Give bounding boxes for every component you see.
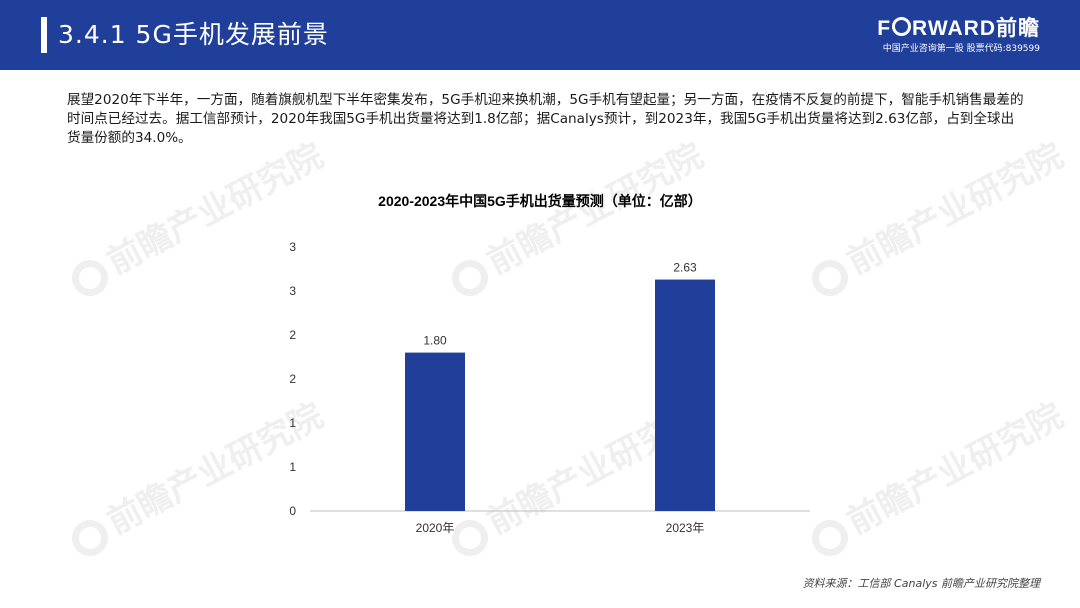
header-accent-bar [41, 17, 47, 53]
y-tick-label: 3 [289, 240, 296, 254]
logo-ring-icon [892, 17, 912, 36]
logo-text-suffix: RWARD前瞻 [912, 17, 1040, 40]
header-bar: 3.4.1 5G手机发展前景 F RWARD前瞻 中国产业咨询第一股 股票代码:8… [0, 0, 1080, 70]
y-tick-label: 2 [289, 328, 296, 342]
logo-text-prefix: F [877, 17, 892, 40]
intro-paragraph: 展望2020年下半年，一方面，随着旗舰机型下半年密集发布，5G手机迎来换机潮，5… [67, 92, 1024, 146]
x-tick-label: 2020年 [416, 521, 455, 535]
y-tick-label: 3 [289, 284, 296, 298]
y-tick-label: 0 [289, 504, 296, 518]
y-tick-label: 1 [289, 416, 296, 430]
bar [655, 279, 715, 511]
y-tick-label: 2 [289, 372, 296, 386]
y-tick-label: 1 [289, 460, 296, 474]
source-note: 资料来源：工信部 Canalys 前瞻产业研究院整理 [802, 577, 1040, 590]
logo-wordmark: F RWARD前瞻 [877, 17, 1040, 41]
forward-logo: F RWARD前瞻 中国产业咨询第一股 股票代码:839599 [877, 17, 1040, 55]
page-title: 3.4.1 5G手机发展前景 [58, 20, 329, 49]
bar [405, 352, 465, 511]
data-label: 2.63 [673, 261, 697, 275]
x-tick-label: 2023年 [666, 521, 705, 535]
data-label: 1.80 [423, 334, 447, 348]
chart-title: 2020-2023年中国5G手机出货量预测（单位：亿部） [378, 193, 702, 209]
logo-subtitle: 中国产业咨询第一股 股票代码:839599 [882, 44, 1040, 54]
